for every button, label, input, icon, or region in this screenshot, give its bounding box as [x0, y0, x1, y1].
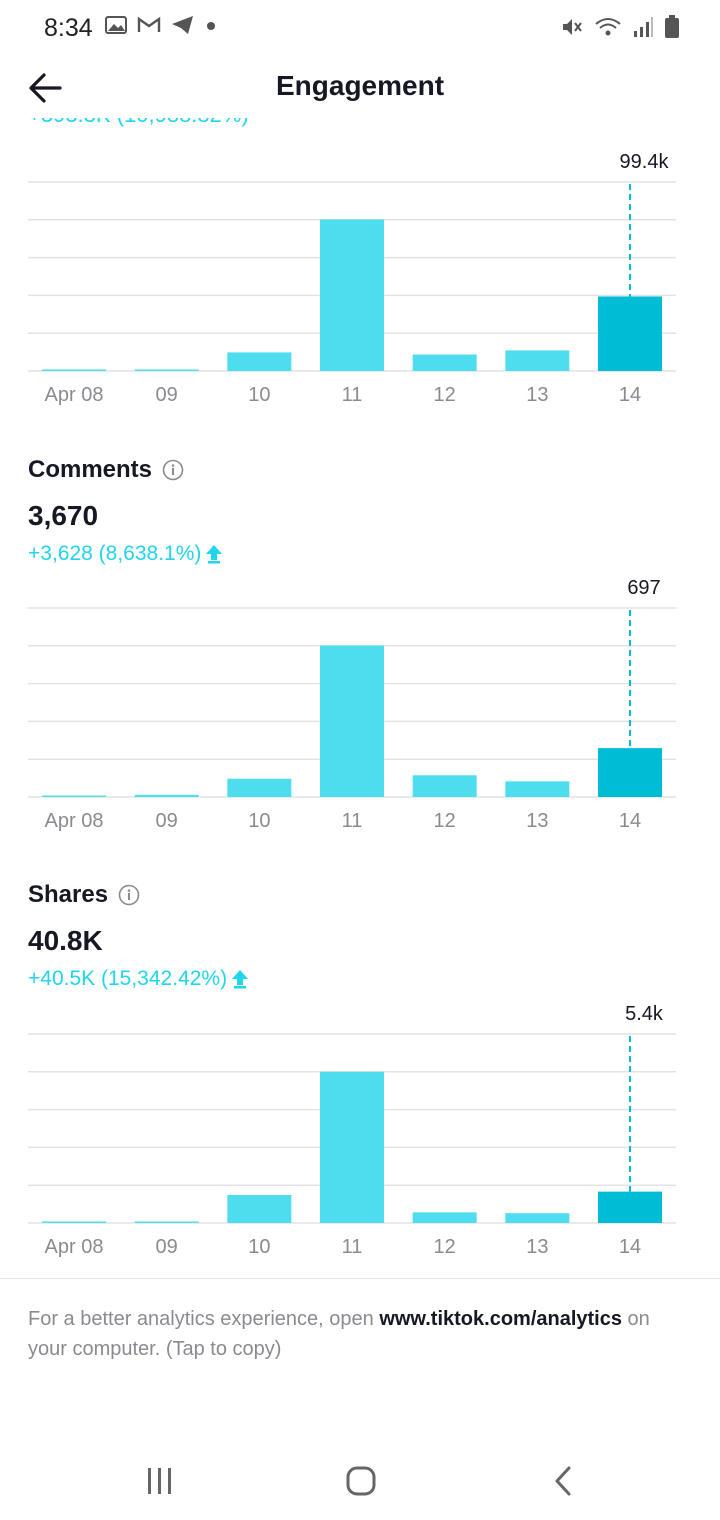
analytics-link[interactable]: www.tiktok.com/analytics	[379, 1308, 622, 1330]
mute-icon	[560, 15, 584, 44]
bar-apr-08[interactable]	[42, 369, 106, 372]
shares-chart: Apr 08 09 10 11 12 13 14 5.4k	[28, 1003, 676, 1258]
x-tick-label: 11	[342, 384, 363, 406]
x-tick-label: 13	[526, 810, 548, 832]
bar-apr-08[interactable]	[42, 795, 106, 798]
home-button[interactable]	[331, 1462, 391, 1502]
x-tick-label: 11	[342, 1236, 363, 1258]
shares-value: 40.8K	[28, 925, 103, 956]
partial-delta-text: +393.3K (10,988.82%)	[28, 118, 249, 128]
likes-chart: Apr 08 09 10 11 12 13 14 99.4k	[28, 151, 676, 406]
analytics-footer-note[interactable]: For a better analytics experience, open …	[28, 1304, 688, 1364]
image-icon	[104, 14, 128, 41]
x-tick-label: 09	[156, 1236, 178, 1258]
comments-delta-text: +3,628 (8,638.1%)	[28, 542, 202, 565]
comments-title-label: Comments	[28, 456, 153, 483]
wifi-icon	[594, 15, 622, 44]
x-tick-label: 13	[526, 384, 548, 406]
x-tick-label: 12	[434, 810, 456, 832]
arrow-up-icon	[232, 970, 249, 989]
header: Engagement	[0, 56, 720, 120]
recent-apps-icon	[148, 1468, 171, 1494]
x-tick-label: 14	[619, 810, 641, 832]
bar-12[interactable]	[412, 354, 477, 371]
bar-12[interactable]	[412, 775, 477, 797]
x-tick-label: 12	[434, 384, 456, 406]
bar-10[interactable]	[227, 352, 292, 371]
comments-value: 3,670	[28, 500, 99, 531]
shares-delta: +40.5K (15,342.42%)	[28, 967, 249, 991]
comments-title: Comments	[28, 456, 184, 484]
nav-back-button[interactable]	[533, 1462, 593, 1502]
bar-11[interactable]	[320, 1071, 384, 1223]
bar-10[interactable]	[227, 778, 292, 797]
dot-icon	[204, 14, 218, 41]
recent-apps-button[interactable]	[130, 1462, 190, 1502]
comments-delta: +3,628 (8,638.1%)	[28, 542, 223, 566]
bar-09[interactable]	[134, 794, 199, 797]
x-tick-label: 10	[248, 810, 270, 832]
selected-value-label: 697	[627, 577, 660, 599]
arrow-left-icon	[29, 73, 62, 103]
system-nav-bar	[0, 1440, 720, 1520]
x-tick-label: 12	[434, 1236, 456, 1258]
bar-14[interactable]	[598, 1191, 662, 1223]
bar-11[interactable]	[320, 645, 384, 797]
bar-11[interactable]	[320, 219, 384, 371]
bar-14[interactable]	[598, 748, 662, 797]
x-tick-label: 09	[156, 810, 178, 832]
telegram-icon	[170, 14, 196, 41]
bar-13[interactable]	[505, 1213, 570, 1223]
bar-12[interactable]	[412, 1212, 477, 1223]
gmail-icon	[136, 14, 162, 41]
partial-delta-clipped: +393.3K (10,988.82%)	[28, 118, 328, 138]
bar-14[interactable]	[598, 296, 662, 371]
comments-chart: Apr 08 09 10 11 12 13 14 697	[28, 577, 676, 832]
x-tick-label: 10	[248, 384, 270, 406]
bar-09[interactable]	[134, 369, 199, 372]
x-tick-label: 14	[619, 384, 641, 406]
x-tick-label: 14	[619, 1236, 641, 1258]
back-icon	[555, 1466, 571, 1496]
home-icon	[346, 1466, 376, 1496]
battery-icon	[664, 14, 680, 45]
footer-text-before: For a better analytics experience, open	[28, 1308, 380, 1330]
arrow-up-icon	[206, 545, 223, 564]
x-tick-label: Apr 08	[45, 1236, 104, 1258]
bar-10[interactable]	[227, 1195, 292, 1223]
shares-title: Shares	[28, 881, 140, 909]
footer-text-after: on your computer. (Tap to copy)	[28, 1308, 650, 1360]
bar-apr-08[interactable]	[42, 1221, 106, 1224]
shares-delta-text: +40.5K (15,342.42%)	[28, 967, 228, 990]
status-bar: 8:34	[0, 0, 720, 56]
bar-09[interactable]	[134, 1221, 199, 1224]
x-tick-label: Apr 08	[45, 384, 104, 406]
back-button[interactable]	[24, 68, 72, 108]
status-icons-left	[104, 14, 218, 41]
bar-13[interactable]	[505, 350, 570, 371]
page-title: Engagement	[275, 70, 445, 101]
x-tick-label: 10	[248, 1236, 270, 1258]
x-tick-label: 13	[526, 1236, 548, 1258]
x-tick-label: Apr 08	[45, 810, 104, 832]
status-time: 8:34	[44, 14, 93, 42]
shares-title-label: Shares	[28, 881, 109, 908]
signal-icon	[632, 15, 654, 44]
x-tick-label: 11	[342, 810, 363, 832]
status-icons-right	[560, 14, 680, 45]
info-icon[interactable]	[118, 884, 140, 906]
x-tick-label: 09	[156, 384, 178, 406]
selected-value-label: 99.4k	[620, 151, 670, 173]
bar-13[interactable]	[505, 781, 570, 797]
divider	[0, 1278, 720, 1279]
selected-value-label: 5.4k	[625, 1003, 664, 1025]
info-icon[interactable]	[162, 459, 184, 481]
